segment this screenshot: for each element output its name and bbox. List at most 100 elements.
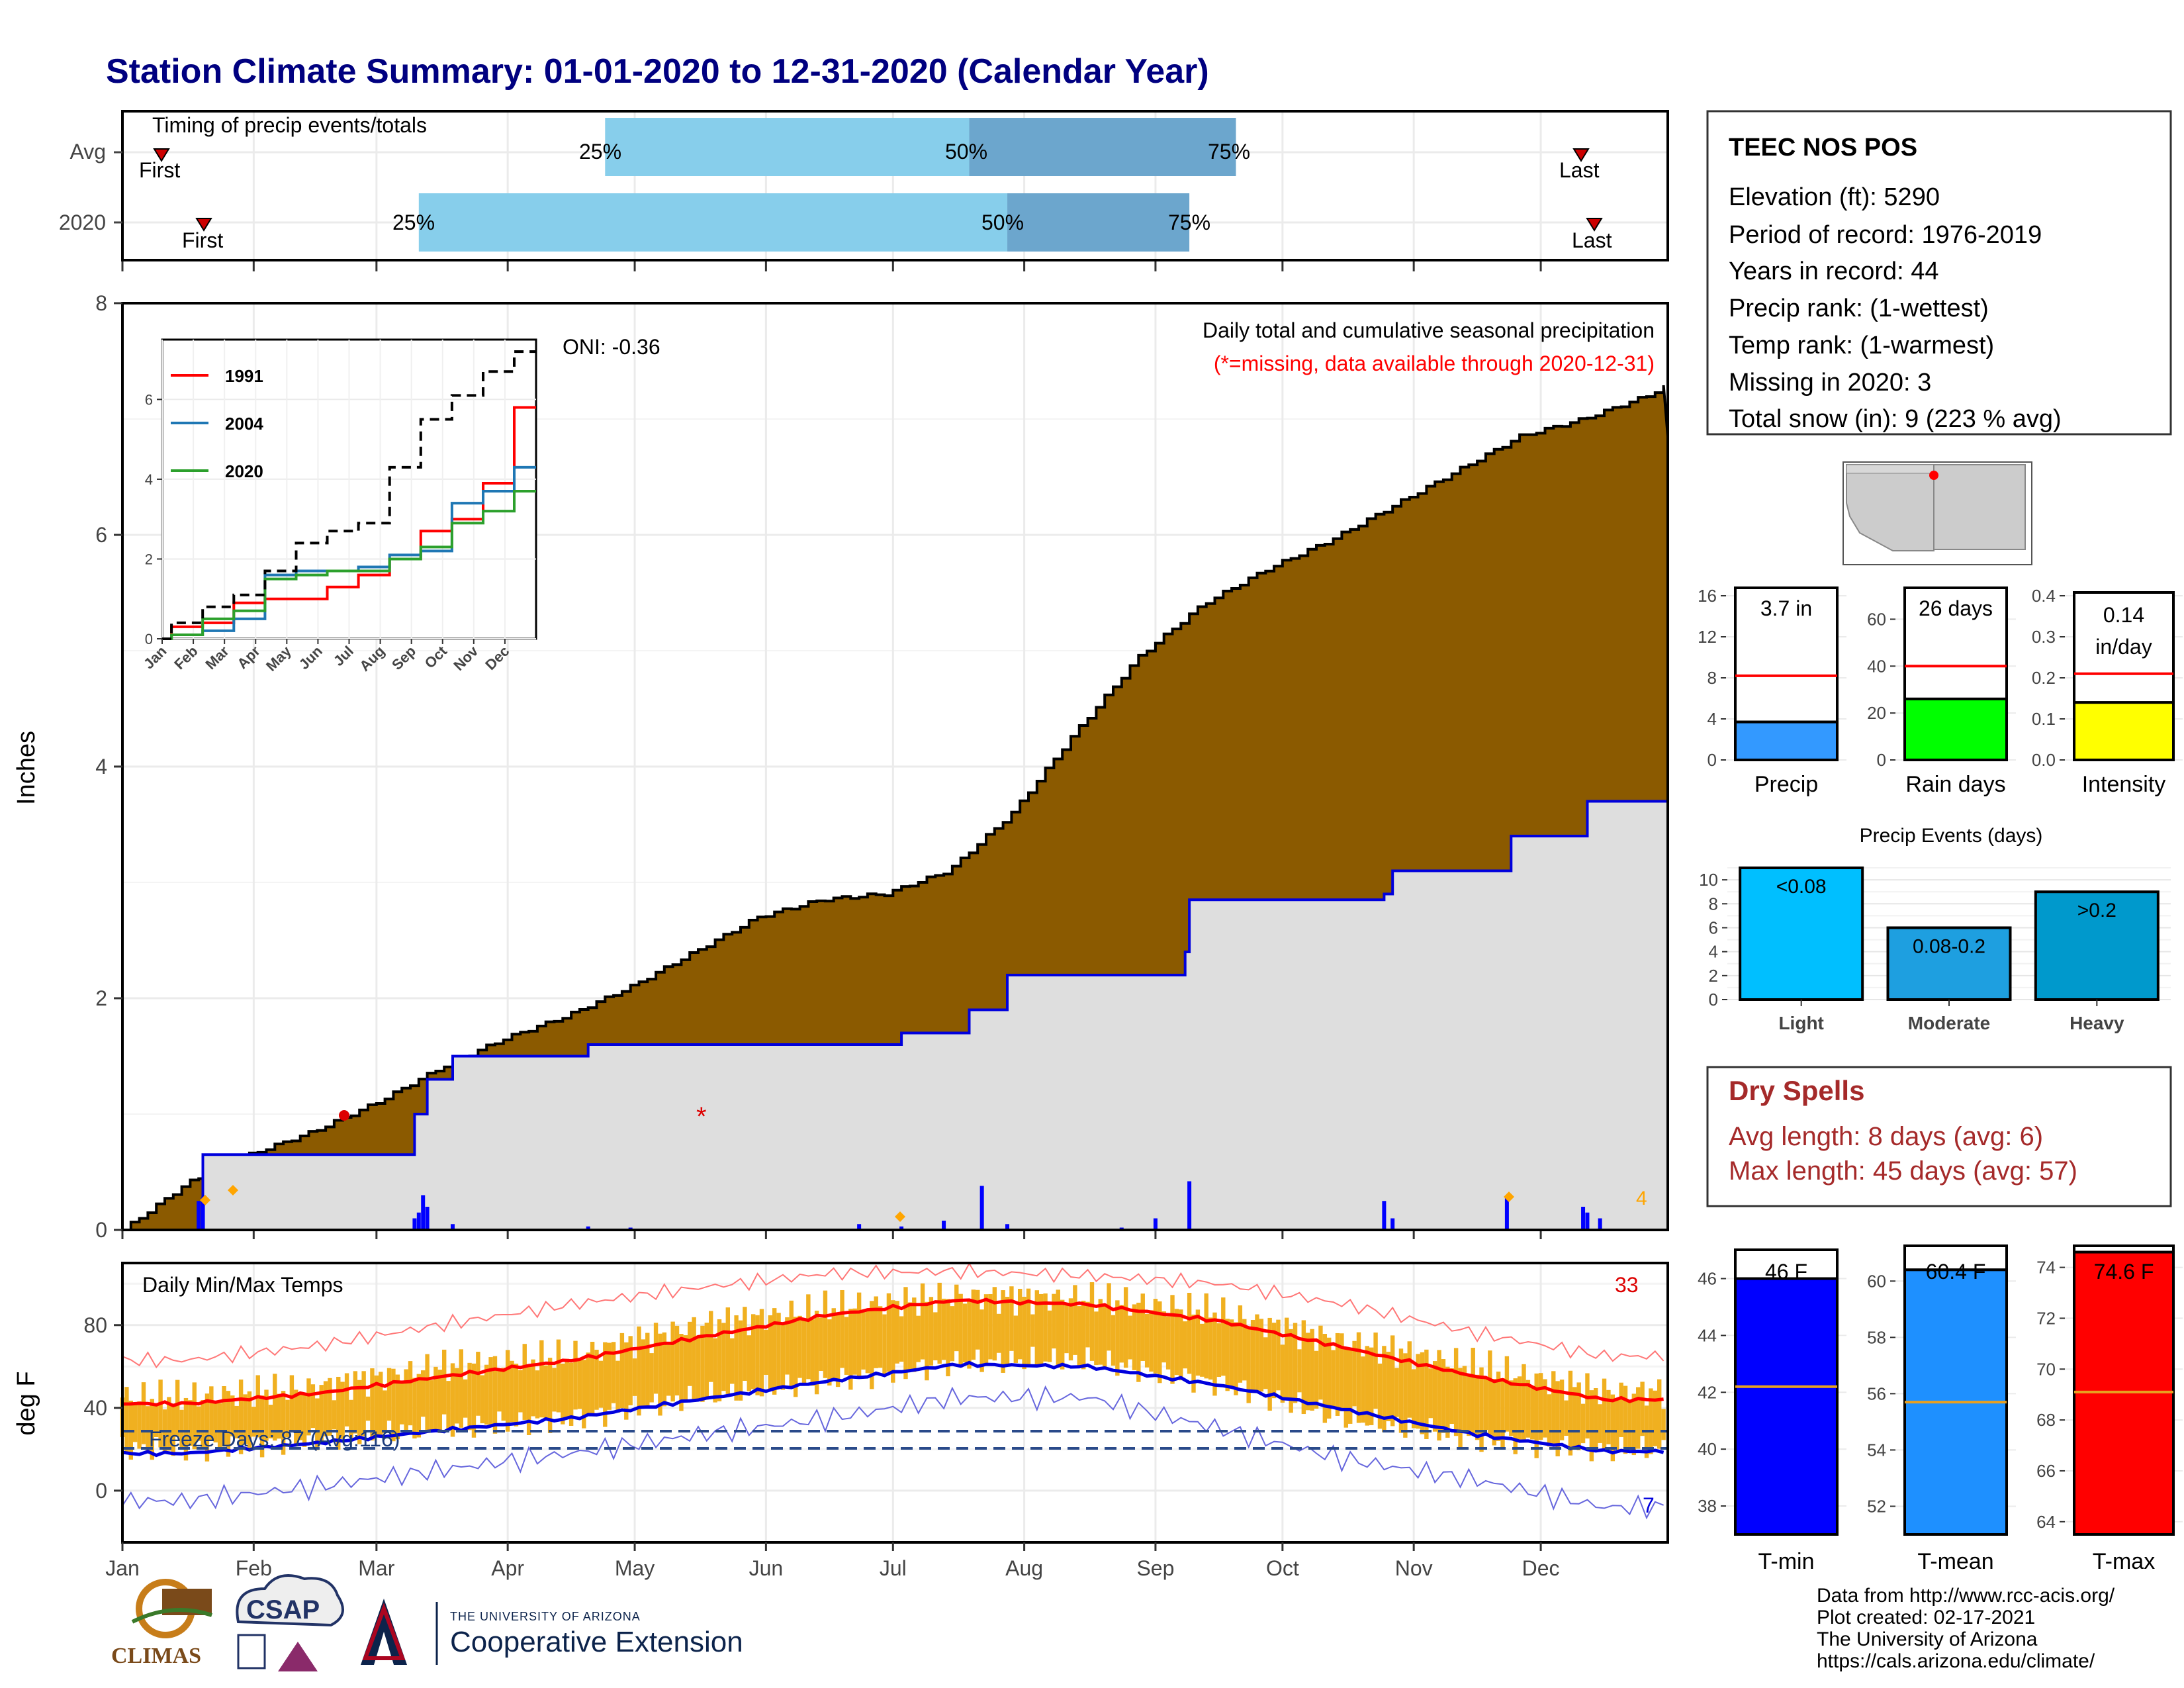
2020-first-marker bbox=[195, 218, 212, 232]
sum-intensity-ytick-0.1: 0.1 bbox=[2032, 709, 2056, 729]
2020-q75-label: 75% bbox=[1168, 211, 1210, 234]
precip-corner-count: 4 bbox=[1636, 1188, 1647, 1209]
events-ytick-6: 6 bbox=[1709, 917, 1718, 937]
sum-intensity-value-text: 0.14 bbox=[2103, 603, 2144, 627]
month-label-apr: Apr bbox=[491, 1556, 524, 1580]
daily-precip-bar bbox=[412, 1218, 417, 1230]
station-precip-rank: Precip rank: (1-wettest) bbox=[1729, 295, 1989, 322]
sum-tmean-ytick-60: 60 bbox=[1867, 1271, 1886, 1291]
timing-panel: Timing of precip events/totals Avg 2020 … bbox=[59, 110, 1669, 271]
sum-raindays-bar bbox=[1903, 697, 2008, 762]
dry-spells-max: Max length: 45 days (avg: 57) bbox=[1729, 1156, 2077, 1186]
sum-intensity-ytick-0.3: 0.3 bbox=[2032, 627, 2056, 647]
events-ytick-0: 0 bbox=[1709, 990, 1718, 1009]
month-label-mar: Mar bbox=[358, 1556, 394, 1580]
month-label-jan: Jan bbox=[105, 1556, 140, 1580]
events-bar-label-heavy: >0.2 bbox=[2077, 900, 2116, 921]
sum-precip-bar bbox=[1734, 720, 1839, 762]
sum-tmin-ytick-46: 46 bbox=[1698, 1269, 1717, 1289]
avg-q50-label: 50% bbox=[945, 140, 987, 164]
temp-ytick-80: 80 bbox=[83, 1313, 107, 1337]
snow-marker-4 bbox=[1504, 1192, 1514, 1202]
inset-ytick-4: 4 bbox=[145, 471, 153, 488]
sum-tmax-label: T-max bbox=[2093, 1549, 2155, 1574]
station-snow: Total snow (in): 9 (223 % avg) bbox=[1729, 405, 2062, 433]
daily-precip-bar bbox=[1005, 1224, 1010, 1230]
2020-q50-label: 50% bbox=[981, 211, 1024, 234]
sum-tmax-ytick-64: 64 bbox=[2036, 1512, 2056, 1532]
sum-raindays-value-box bbox=[1903, 586, 2008, 700]
sum-raindays-ytick-40: 40 bbox=[1867, 656, 1886, 676]
freeze-days-label: Freeze Days: 87 (Avg:116) bbox=[149, 1427, 400, 1451]
events-bar-moderate bbox=[1886, 926, 2012, 1002]
daily-precip-bar bbox=[1598, 1218, 1602, 1230]
sum-raindays-ytick-0: 0 bbox=[1877, 750, 1886, 770]
2020-cumulative-line bbox=[122, 800, 1668, 1231]
daily-precip-bar bbox=[450, 1224, 455, 1230]
daily-precip-bar bbox=[1153, 1218, 1158, 1230]
sum-tmean-ytick-52: 52 bbox=[1867, 1496, 1886, 1516]
sum-raindays-label: Rain days bbox=[1905, 772, 2005, 797]
station-location-marker bbox=[1929, 471, 1938, 480]
avg-q25-label: 25% bbox=[579, 140, 621, 164]
footer-url: https://cals.arizona.edu/climate/ bbox=[1817, 1650, 2095, 1672]
sum-tmean-value-text: 60.4 F bbox=[1926, 1260, 1986, 1284]
events-bar-label-moderate: 0.08-0.2 bbox=[1913, 935, 1985, 957]
sum-tmax-ytick-66: 66 bbox=[2036, 1461, 2056, 1481]
daily-precip-bar bbox=[1585, 1212, 1590, 1230]
intensity-summary-chart: 0.0 0.1 0.2 0.3 0.4 0.14 in/day Intensity bbox=[2032, 586, 2183, 797]
sum-precip-ytick-4: 4 bbox=[1707, 709, 1717, 729]
sum-tmax-ytick-74: 74 bbox=[2036, 1258, 2056, 1278]
snow-marker-2 bbox=[228, 1185, 238, 1196]
events-ytick-2: 2 bbox=[1709, 966, 1718, 986]
month-label-feb: Feb bbox=[236, 1556, 272, 1580]
sum-precip-ytick-8: 8 bbox=[1707, 668, 1717, 688]
station-period: Period of record: 1976-2019 bbox=[1729, 221, 2042, 249]
sum-precip-ytick-0: 0 bbox=[1707, 750, 1717, 770]
dry-spells-title: Dry Spells bbox=[1729, 1075, 1864, 1106]
timing-title: Timing of precip events/totals bbox=[152, 113, 427, 137]
sum-intensity-label: Intensity bbox=[2082, 772, 2166, 797]
station-name: TEEC NOS POS bbox=[1729, 134, 1917, 162]
avg-first-label: First bbox=[139, 158, 180, 182]
station-years: Years in record: 44 bbox=[1729, 258, 1939, 285]
sum-intensity-ytick-0.0: 0.0 bbox=[2032, 750, 2056, 770]
oni-label: ONI: -0.36 bbox=[563, 335, 660, 359]
month-label-oct: Oct bbox=[1266, 1556, 1299, 1580]
timing-bar-q50-q75-0 bbox=[969, 118, 1236, 176]
events-title: Precip Events (days) bbox=[1860, 825, 2043, 847]
precip-missing-note: (*=missing, data available through 2020-… bbox=[1214, 352, 1655, 375]
2020-cumulative-area bbox=[122, 801, 1668, 1230]
sum-raindays-ytick-60: 60 bbox=[1867, 609, 1886, 629]
daily-precip-bar bbox=[201, 1197, 205, 1230]
month-label-sep: Sep bbox=[1136, 1556, 1174, 1580]
record-low-line bbox=[122, 1385, 1664, 1520]
sum-tmin-ytick-42: 42 bbox=[1698, 1382, 1717, 1402]
inset-line-2020 bbox=[162, 490, 536, 640]
month-label-jul: Jul bbox=[880, 1556, 907, 1580]
inset-legend-2020: 2020 bbox=[225, 461, 263, 481]
inset-ytick-0: 0 bbox=[145, 631, 153, 647]
sum-tmin-ytick-38: 38 bbox=[1698, 1496, 1717, 1516]
missing-marker: * bbox=[696, 1102, 707, 1131]
events-ytick-4: 4 bbox=[1709, 942, 1718, 962]
month-label-nov: Nov bbox=[1395, 1556, 1433, 1580]
sum-precip-value-text: 3.7 in bbox=[1760, 596, 1812, 620]
sum-tmin-bar bbox=[1734, 1277, 1839, 1536]
daily-precip-bar bbox=[586, 1226, 590, 1230]
record-high-line bbox=[122, 1262, 1664, 1369]
temp-panel: 0 40 80 Jan Feb Mar Apr May Jun Jul Aug Sep Oct Nov D… bbox=[13, 1262, 1669, 1580]
daily-precip-bar bbox=[416, 1212, 421, 1230]
events-category-light: Light bbox=[1778, 1013, 1823, 1033]
month-label-dec: Dec bbox=[1522, 1556, 1560, 1580]
avg-last-label: Last bbox=[1559, 158, 1600, 182]
sum-precip-ytick-16: 16 bbox=[1698, 586, 1717, 606]
2020-q25-label: 25% bbox=[392, 211, 435, 234]
temp-ytick-0: 0 bbox=[95, 1479, 107, 1503]
csap-logo-text: CSAP bbox=[246, 1595, 320, 1624]
sum-intensity-bar bbox=[2073, 701, 2175, 761]
sum-tmean-ytick-54: 54 bbox=[1867, 1440, 1886, 1460]
climas-logo: CLIMAS bbox=[111, 1579, 212, 1668]
daily-precip-bar bbox=[857, 1224, 862, 1230]
